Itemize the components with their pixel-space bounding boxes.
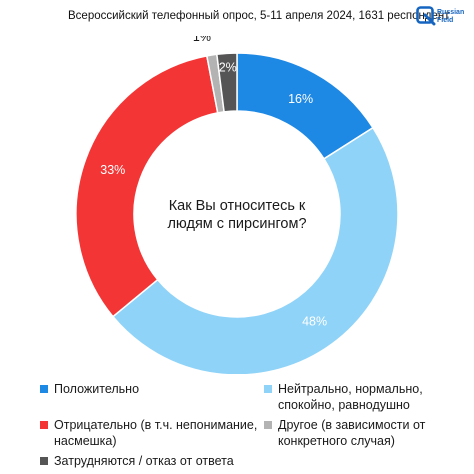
legend-label: Затрудняются / отказ от ответа: [54, 454, 234, 468]
legend-swatch: [264, 385, 272, 393]
donut-chart: 16% 48% 33% 1% 2% Как Вы относитесь к людям с…: [75, 36, 399, 374]
donut-slice-3: [75, 54, 219, 318]
legend-label: Положительно: [54, 382, 140, 396]
russian-field-logo-icon: [416, 6, 436, 26]
russian-field-logo: Russian Field: [416, 4, 472, 34]
survey-subtitle: Всероссийский телефонный опрос, 5-11 апр…: [68, 10, 450, 22]
legend-label: Нейтрально, нормально, спокойно, равноду…: [278, 382, 423, 412]
chart-title-line-2: людям с пирсингом?: [167, 216, 306, 232]
legend-swatch: [264, 421, 272, 429]
chart-legend: Положительно Нейтрально, нормально, спок…: [0, 376, 474, 474]
legend-label: Отрицательно (в т.ч. непонимание, насмеш…: [54, 418, 258, 448]
slice-label-2: 48%: [302, 314, 327, 328]
logo-text-line2: Field: [437, 17, 454, 24]
chart-title: Как Вы относитесь к людям с пирсингом?: [167, 198, 306, 232]
donut-slice-5: [215, 52, 238, 113]
slice-label-4: 1%: [193, 36, 211, 44]
logo-text-line1: Russian: [437, 9, 465, 16]
legend-item-undecided: Затрудняются / отказ от ответа: [40, 454, 280, 470]
legend-swatch: [40, 457, 48, 465]
legend-item-other: Другое (в зависимости от конкретного слу…: [264, 418, 464, 449]
legend-swatch: [40, 385, 48, 393]
slice-label-3: 33%: [100, 163, 125, 177]
chart-header: Всероссийский телефонный опрос, 5-11 апр…: [0, 0, 474, 36]
legend-item-positive: Положительно: [40, 382, 250, 398]
slice-label-1: 16%: [288, 92, 313, 106]
donut-slice-2: [111, 126, 399, 374]
donut-slice-labels: 16% 48% 33% 1% 2%: [100, 36, 327, 328]
legend-label: Другое (в зависимости от конкретного слу…: [278, 418, 426, 448]
legend-item-negative: Отрицательно (в т.ч. непонимание, насмеш…: [40, 418, 264, 449]
slice-label-5: 2%: [219, 60, 237, 74]
legend-swatch: [40, 421, 48, 429]
chart-title-line-1: Как Вы относитесь к: [169, 198, 306, 214]
legend-item-neutral: Нейтрально, нормально, спокойно, равноду…: [264, 382, 464, 413]
donut-slices: [75, 52, 399, 374]
